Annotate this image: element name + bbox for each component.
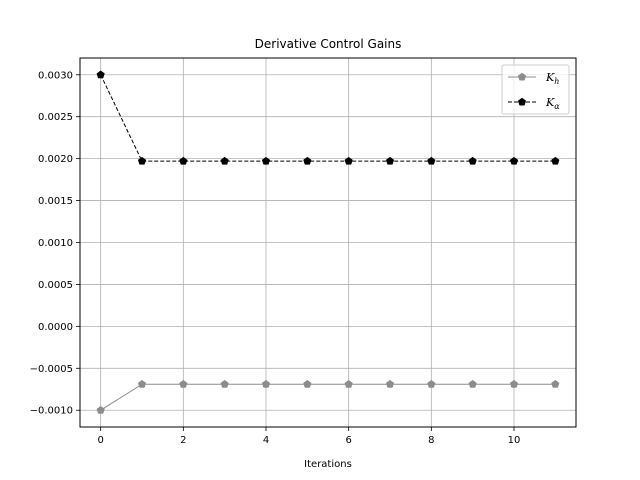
- data-point: [509, 156, 519, 165]
- legend-marker: [517, 72, 527, 81]
- data-point: [427, 379, 436, 388]
- series-layer: [96, 70, 560, 414]
- series-line: [100, 383, 556, 411]
- y-tick-label: 0.0015: [38, 196, 73, 207]
- x-tick-label: 2: [180, 435, 186, 446]
- data-point: [551, 156, 560, 165]
- series-line: [100, 74, 556, 162]
- x-axis-label: Iterations: [304, 459, 352, 470]
- y-tick-label: 0.0025: [38, 112, 73, 123]
- data-point: [385, 156, 395, 165]
- data-point: [137, 156, 147, 165]
- x-tick-label: 6: [345, 435, 351, 446]
- chart-title: Derivative Control Gains: [255, 37, 402, 51]
- legend-label: Kh: [545, 71, 559, 86]
- y-tick-label: −0.0005: [30, 364, 73, 375]
- y-tick-label: 0.0005: [38, 280, 73, 291]
- y-tick-label: 0.0000: [38, 322, 73, 333]
- data-point: [385, 379, 395, 388]
- data-point: [179, 379, 188, 388]
- data-point: [303, 156, 312, 165]
- y-tick-label: −0.0010: [30, 406, 73, 417]
- data-point: [468, 156, 477, 165]
- y-tick-label: 0.0030: [38, 70, 73, 81]
- data-point: [427, 156, 436, 165]
- x-tick-label: 4: [263, 435, 269, 446]
- x-tick-label: 0: [97, 435, 103, 446]
- data-point: [96, 70, 105, 79]
- legend-entries: Kh Kα: [508, 71, 560, 111]
- data-point: [96, 405, 105, 414]
- data-point: [261, 379, 271, 388]
- data-point: [551, 379, 560, 388]
- data-point: [509, 379, 519, 388]
- ticks-layer: 0 2 4 6 8 10 −0.0010 −0.0005 0.0000 0.0005 0.0010 0…: [30, 70, 521, 446]
- legend-entry: Kh: [508, 71, 559, 86]
- x-tick-label: 10: [508, 435, 521, 446]
- data-point: [220, 379, 229, 388]
- legend-marker: [517, 97, 527, 106]
- data-point: [303, 379, 312, 388]
- legend: Kh Kα: [501, 64, 570, 115]
- y-tick-label: 0.0020: [38, 154, 73, 165]
- grid-lines: [80, 58, 576, 427]
- data-point: [137, 379, 147, 388]
- x-tick-label: 8: [428, 435, 434, 446]
- data-point: [220, 156, 229, 165]
- data-point: [468, 379, 477, 388]
- data-point: [344, 156, 353, 165]
- data-point: [179, 156, 188, 165]
- series-k-h: [96, 379, 560, 414]
- data-point: [261, 156, 271, 165]
- legend-label: Kα: [545, 96, 560, 111]
- y-tick-label: 0.0010: [38, 238, 73, 249]
- legend-entry: Kα: [508, 96, 560, 111]
- series-k-alpha: [96, 70, 560, 165]
- data-point: [344, 379, 353, 388]
